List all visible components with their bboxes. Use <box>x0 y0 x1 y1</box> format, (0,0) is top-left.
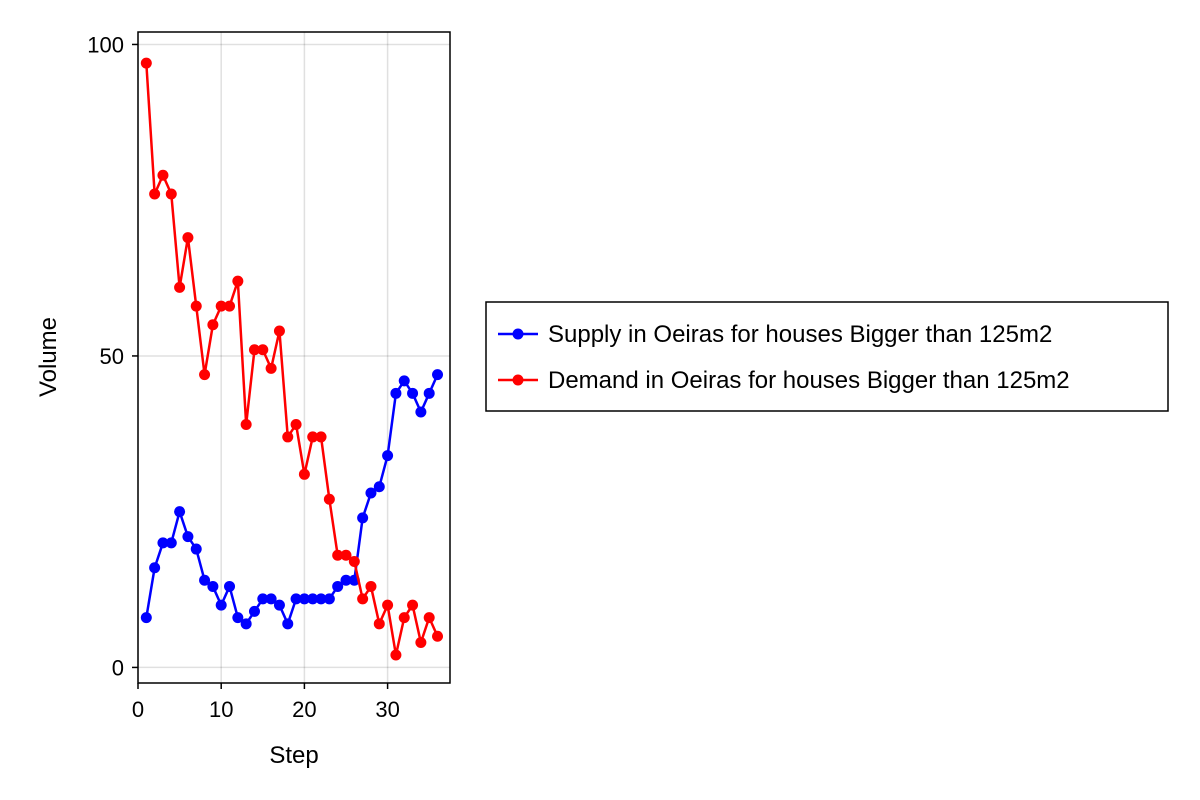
data-point <box>382 599 394 611</box>
series-line <box>145 63 439 657</box>
legend-swatch-marker <box>512 374 524 386</box>
data-point <box>390 649 402 661</box>
data-point <box>348 556 360 568</box>
y-tick-label: 100 <box>87 32 124 57</box>
data-point <box>140 57 152 69</box>
y-axis-label: Volume <box>35 317 62 397</box>
data-point <box>357 512 369 524</box>
data-point <box>215 300 227 312</box>
data-point <box>398 612 410 624</box>
data-point <box>240 418 252 430</box>
x-tick-label: 30 <box>375 697 399 722</box>
data-point <box>149 562 161 574</box>
data-point <box>232 612 244 624</box>
data-point <box>323 493 335 505</box>
legend-label-supply: Supply in Oeiras for houses Bigger than … <box>548 321 1052 348</box>
data-point <box>224 300 236 312</box>
data-point <box>332 580 344 592</box>
data-point <box>365 580 377 592</box>
plot-frame <box>137 31 451 684</box>
x-axis-label: Step <box>269 742 318 769</box>
data-point <box>232 275 244 287</box>
data-point <box>432 630 444 642</box>
data-point <box>365 487 377 499</box>
x-tick-label: 10 <box>209 697 233 722</box>
data-point <box>415 406 427 418</box>
data-point <box>240 618 252 630</box>
data-point <box>298 593 310 605</box>
data-point <box>174 506 186 518</box>
x-tick-label: 0 <box>132 697 144 722</box>
axis-ticks: 0 10 20 30 0 50 100 <box>87 32 400 722</box>
data-point <box>157 169 169 181</box>
data-point <box>199 574 211 586</box>
data-point <box>265 362 277 374</box>
data-point <box>357 593 369 605</box>
data-point <box>282 618 294 630</box>
data-point <box>224 580 236 592</box>
legend-entry-supply: Supply in Oeiras for houses Bigger than … <box>498 321 1052 348</box>
x-tick-label: 20 <box>292 697 316 722</box>
legend: Supply in Oeiras for houses Bigger than … <box>485 301 1169 412</box>
demand-series <box>140 57 444 661</box>
supply-series <box>140 369 444 630</box>
data-point <box>273 325 285 337</box>
data-point <box>407 599 419 611</box>
legend-label-demand: Demand in Oeiras for houses Bigger than … <box>548 367 1070 394</box>
data-point <box>323 593 335 605</box>
legend-box <box>485 301 1169 412</box>
data-point <box>290 418 302 430</box>
data-point <box>207 319 219 331</box>
data-point <box>257 344 269 356</box>
data-point <box>290 593 302 605</box>
data-point <box>182 232 194 244</box>
data-point <box>265 593 277 605</box>
data-point <box>398 375 410 387</box>
data-point <box>165 188 177 200</box>
data-point <box>307 431 319 443</box>
data-point <box>149 188 161 200</box>
data-point <box>332 549 344 561</box>
data-point <box>273 599 285 611</box>
data-point <box>423 387 435 399</box>
data-point <box>390 387 402 399</box>
plot-area <box>138 32 450 683</box>
data-point <box>248 344 260 356</box>
data-point <box>248 605 260 617</box>
data-point <box>340 549 352 561</box>
data-point <box>165 537 177 549</box>
data-point <box>415 637 427 649</box>
series-layer <box>140 57 444 661</box>
data-point <box>340 574 352 586</box>
data-point <box>207 580 219 592</box>
data-point <box>257 593 269 605</box>
data-point <box>373 481 385 493</box>
data-point <box>315 593 327 605</box>
data-point <box>407 387 419 399</box>
data-point <box>190 300 202 312</box>
data-point <box>215 599 227 611</box>
data-point <box>190 543 202 555</box>
data-point <box>423 612 435 624</box>
data-point <box>315 431 327 443</box>
data-point <box>174 281 186 293</box>
data-point <box>307 593 319 605</box>
data-point <box>199 369 211 381</box>
data-point <box>282 431 294 443</box>
data-point <box>157 537 169 549</box>
legend-swatch-marker <box>512 328 524 340</box>
data-point <box>182 531 194 543</box>
data-point <box>140 612 152 624</box>
y-tick-label: 0 <box>112 655 124 680</box>
data-point <box>373 618 385 630</box>
legend-entry-demand: Demand in Oeiras for houses Bigger than … <box>498 367 1070 394</box>
data-point <box>298 468 310 480</box>
data-point <box>432 369 444 381</box>
y-tick-label: 50 <box>100 344 124 369</box>
data-point <box>382 450 394 462</box>
